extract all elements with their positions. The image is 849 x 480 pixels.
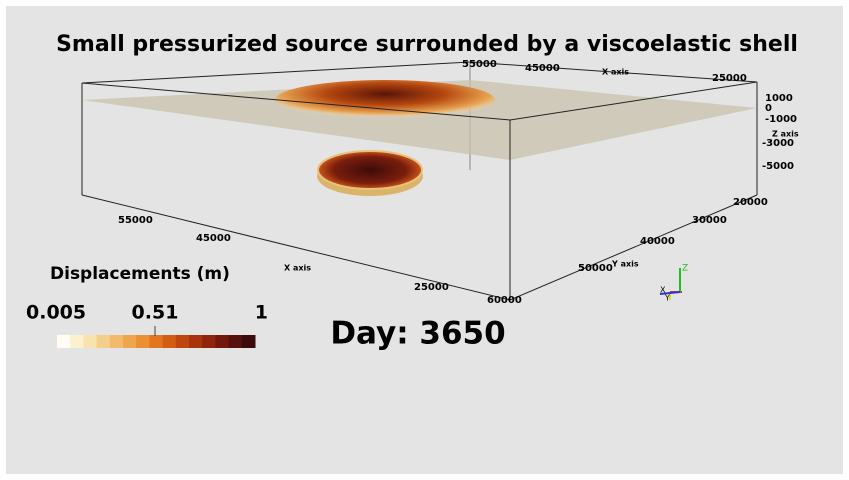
source-shell <box>318 151 422 189</box>
orientation-label: Z <box>682 264 688 274</box>
surface-uplift <box>275 80 495 120</box>
colorbar-swatch <box>176 335 190 348</box>
tick-label: 20000 <box>733 197 768 208</box>
colorbar-label: 0.51 <box>132 302 179 324</box>
title: Small pressurized source surrounded by a… <box>56 32 798 57</box>
tick-label: 60000 <box>487 295 522 306</box>
axis-label: X axis <box>284 264 311 273</box>
tick-label: 55000 <box>118 215 153 226</box>
tick-label: -1000 <box>765 114 797 125</box>
colorbar-swatch <box>83 335 97 348</box>
colorbar-swatch <box>123 335 137 348</box>
colorbar-swatch <box>57 335 71 348</box>
tick-label: 0 <box>765 103 772 114</box>
render-view: Small pressurized source surrounded by a… <box>0 0 849 480</box>
axis-label: Y axis <box>611 260 639 269</box>
tick-label: 30000 <box>692 215 727 226</box>
colorbar-swatch <box>229 335 243 348</box>
colorbar-swatch <box>136 335 150 348</box>
colorbar-swatch <box>189 335 203 348</box>
colorbar-swatch <box>242 335 256 348</box>
colorbar-swatch <box>163 335 177 348</box>
page: Small pressurized source surrounded by a… <box>0 0 849 480</box>
tick-label: 45000 <box>196 233 231 244</box>
tick-label: 45000 <box>525 63 560 74</box>
colorbar-title: Displacements (m) <box>50 264 230 284</box>
colorbar-swatch <box>202 335 216 348</box>
colorbar-label: 0.005 <box>26 302 86 324</box>
tick-label: 40000 <box>640 236 675 247</box>
colorbar <box>57 335 256 348</box>
tick-label: -3000 <box>762 138 794 149</box>
tick-label: 25000 <box>414 282 449 293</box>
orientation-label: Y <box>664 294 670 303</box>
colorbar-label: 1 <box>255 302 268 324</box>
colorbar-swatch <box>97 335 111 348</box>
tick-label: 50000 <box>578 263 613 274</box>
colorbar-swatch <box>70 335 84 348</box>
time-label: Day: 3650 <box>330 316 505 352</box>
tick-label: 55000 <box>462 59 497 70</box>
colorbar-swatch <box>215 335 229 348</box>
tick-label: -5000 <box>762 161 794 172</box>
tick-label: 25000 <box>712 73 747 84</box>
colorbar-swatch <box>110 335 124 348</box>
colorbar-swatch <box>149 335 163 348</box>
axis-label: X axis <box>602 68 629 77</box>
